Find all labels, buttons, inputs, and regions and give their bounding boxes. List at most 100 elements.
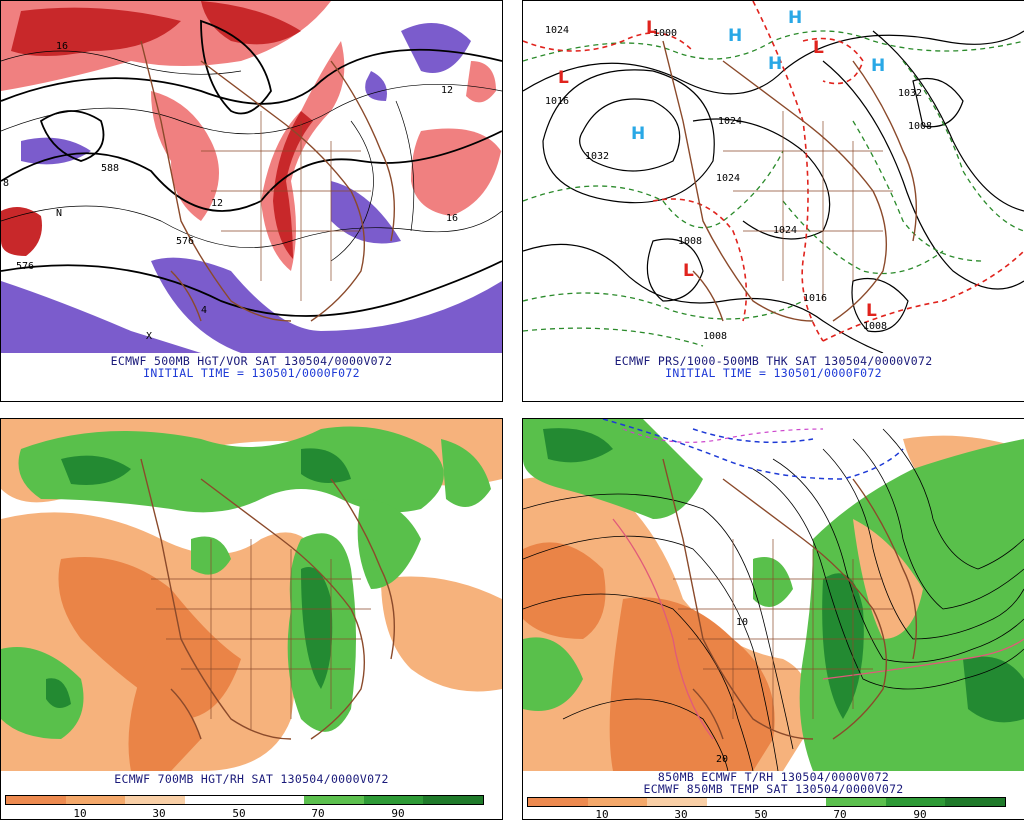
rh-moist-region-dark	[301, 567, 333, 689]
thickness-lines-red	[523, 1, 1024, 342]
vorticity-negative-region	[331, 181, 401, 244]
map-850mb-t-rh: 20 10	[523, 419, 1024, 771]
rh-moist-region	[18, 426, 444, 513]
rh-moist-region	[441, 439, 491, 507]
map-pressure-thickness: H H H H H L L L L L 1024 1000 1016 1032 …	[523, 1, 1024, 353]
colorbar-tick: 90	[391, 807, 405, 820]
map-700mb-rh	[1, 419, 502, 771]
rh-moist-region-dark	[46, 678, 71, 708]
colorbar-swatch	[423, 796, 483, 804]
vorticity-negative-region	[151, 257, 502, 353]
vorticity-positive-region	[1, 207, 42, 256]
rh-dry-region-dark	[58, 557, 241, 719]
rh-dry-region	[853, 519, 923, 639]
low-pressure-marker: L	[558, 68, 569, 88]
rh-moist-region	[523, 637, 583, 711]
isobar-label: 1008	[863, 321, 887, 332]
colorbar-swatch	[184, 796, 245, 804]
vorticity-positive-region	[411, 128, 501, 216]
colorbar-tick: 30	[674, 808, 688, 820]
high-pressure-marker: H	[788, 8, 802, 28]
rh-dry-region	[381, 576, 502, 692]
isobar-label: 1016	[803, 293, 827, 304]
rh-moist-region	[357, 499, 421, 589]
contour-label: N	[56, 208, 62, 219]
temperature-label: 20	[716, 754, 728, 765]
isobar-label: 1024	[773, 225, 797, 236]
low-pressure-marker: L	[813, 38, 824, 58]
colorbar-swatch	[587, 798, 648, 806]
contour-label: X	[146, 331, 152, 342]
panel-prs-caption: ECMWF PRS/1000-500MB THK SAT 130504/0000…	[614, 354, 933, 368]
low-pressure-marker: L	[683, 261, 694, 281]
colorbar-swatch	[706, 798, 767, 806]
isobar-label: 1008	[908, 121, 932, 132]
contour-label: 576	[176, 236, 194, 247]
height-contours	[1, 19, 502, 317]
high-pressure-marker: H	[631, 124, 645, 144]
colorbar-swatch	[65, 796, 126, 804]
isobar-label: 1032	[898, 88, 922, 99]
rh-moist-region-dark	[61, 455, 131, 485]
isobar-label: 1024	[545, 25, 569, 36]
rh-dry-region-dark	[609, 597, 775, 771]
colorbar-tick: 10	[73, 807, 87, 820]
isobar-label: 1008	[703, 331, 727, 342]
thickness-lines-green	[523, 30, 1024, 347]
high-pressure-marker: H	[871, 56, 885, 76]
colorbar-swatch	[647, 798, 707, 806]
isobar-label: 1024	[718, 116, 742, 127]
map-500mb-vorticity: 16 12 8 576 588 576 4 X N 12 16	[1, 1, 502, 353]
rh-colorbar-850mb	[527, 797, 1006, 807]
colorbar-swatch	[826, 798, 886, 806]
state-borders	[151, 539, 371, 729]
contour-label: 16	[56, 41, 68, 52]
isobar-label: 1008	[678, 236, 702, 247]
vorticity-contours	[1, 50, 502, 262]
vorticity-positive-region	[11, 7, 181, 56]
high-pressure-marker: H	[728, 26, 742, 46]
panel-500mb-hgt-vor: 16 12 8 576 588 576 4 X N 12 16 ECMWF 50…	[0, 0, 503, 402]
vorticity-negative-region	[401, 23, 471, 73]
vorticity-positive-region	[466, 61, 496, 103]
vorticity-positive-region	[151, 91, 219, 221]
panel-850mb-caption-2: ECMWF 850MB TEMP SAT 130504/0000V072	[643, 782, 904, 796]
temperature-label: 10	[736, 617, 748, 628]
colorbar-tick: 70	[833, 808, 847, 820]
isobar-label: 1024	[716, 173, 740, 184]
colorbar-tick: 50	[232, 807, 246, 820]
panel-850mb-t-rh: 20 10 850MB ECMWF T/RH 130504/0000V072 E…	[522, 418, 1024, 820]
contour-label: 16	[446, 213, 458, 224]
isobars	[523, 30, 1024, 353]
colorbar-tick: 90	[913, 808, 927, 820]
contour-label: 12	[441, 85, 453, 96]
low-pressure-marker: L	[646, 18, 657, 38]
contour-label: 588	[101, 163, 119, 174]
panel-500mb-initial-time: INITIAL TIME = 130501/0000F072	[143, 366, 360, 380]
state-borders	[723, 111, 893, 301]
state-borders	[673, 539, 893, 729]
contour-label: 576	[16, 261, 34, 272]
contour-label: 8	[3, 178, 9, 189]
colorbar-swatch	[363, 796, 424, 804]
colorbar-tick: 50	[754, 808, 768, 820]
colorbar-swatch	[125, 796, 185, 804]
vorticity-negative-region	[365, 71, 387, 101]
high-pressure-marker: H	[768, 54, 782, 74]
panel-700mb-caption: ECMWF 700MB HGT/RH SAT 130504/0000V072	[114, 772, 389, 786]
rh-colorbar-700mb	[5, 795, 484, 805]
colorbar-swatch	[304, 796, 364, 804]
colorbar-swatch	[885, 798, 946, 806]
panel-850mb-caption: 850MB ECMWF T/RH 130504/0000V072	[657, 770, 890, 784]
panel-prs-initial-time: INITIAL TIME = 130501/0000F072	[665, 366, 882, 380]
rh-moist-region-dark	[301, 448, 351, 483]
contour-label: 4	[201, 305, 207, 316]
vorticity-positive-region	[273, 111, 313, 259]
colorbar-swatch	[6, 796, 66, 804]
vorticity-positive-region	[201, 1, 301, 45]
low-pressure-marker: L	[866, 301, 877, 321]
rh-dry-region-dark	[128, 649, 201, 771]
isobar-label: 1000	[653, 28, 677, 39]
colorbar-swatch	[244, 796, 305, 804]
rh-moist-region-dark	[963, 656, 1024, 723]
